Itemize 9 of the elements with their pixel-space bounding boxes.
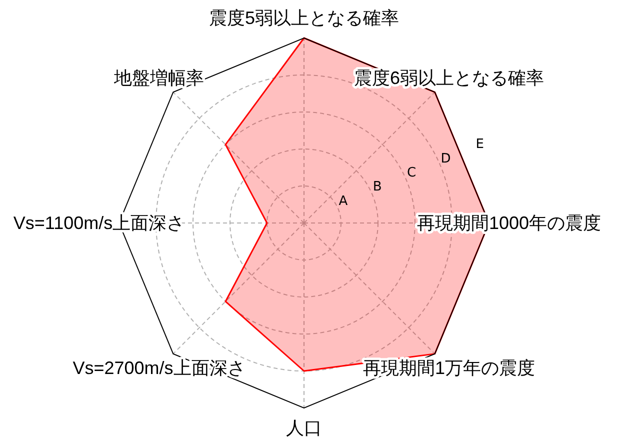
spoke-label: 地盤増幅率 — [113, 68, 204, 88]
spoke-label: 震度5弱以上となる確率 — [208, 8, 400, 28]
y-tick-label: C — [407, 166, 416, 181]
y-tick-label: D — [440, 151, 451, 166]
y-tick-label: E — [476, 137, 484, 152]
y-tick-label: A — [338, 194, 348, 209]
y-tick-label: B — [372, 180, 382, 195]
spoke-label: 再現期間1000年の震度 — [416, 213, 602, 233]
spoke-label: 人口 — [286, 418, 322, 438]
